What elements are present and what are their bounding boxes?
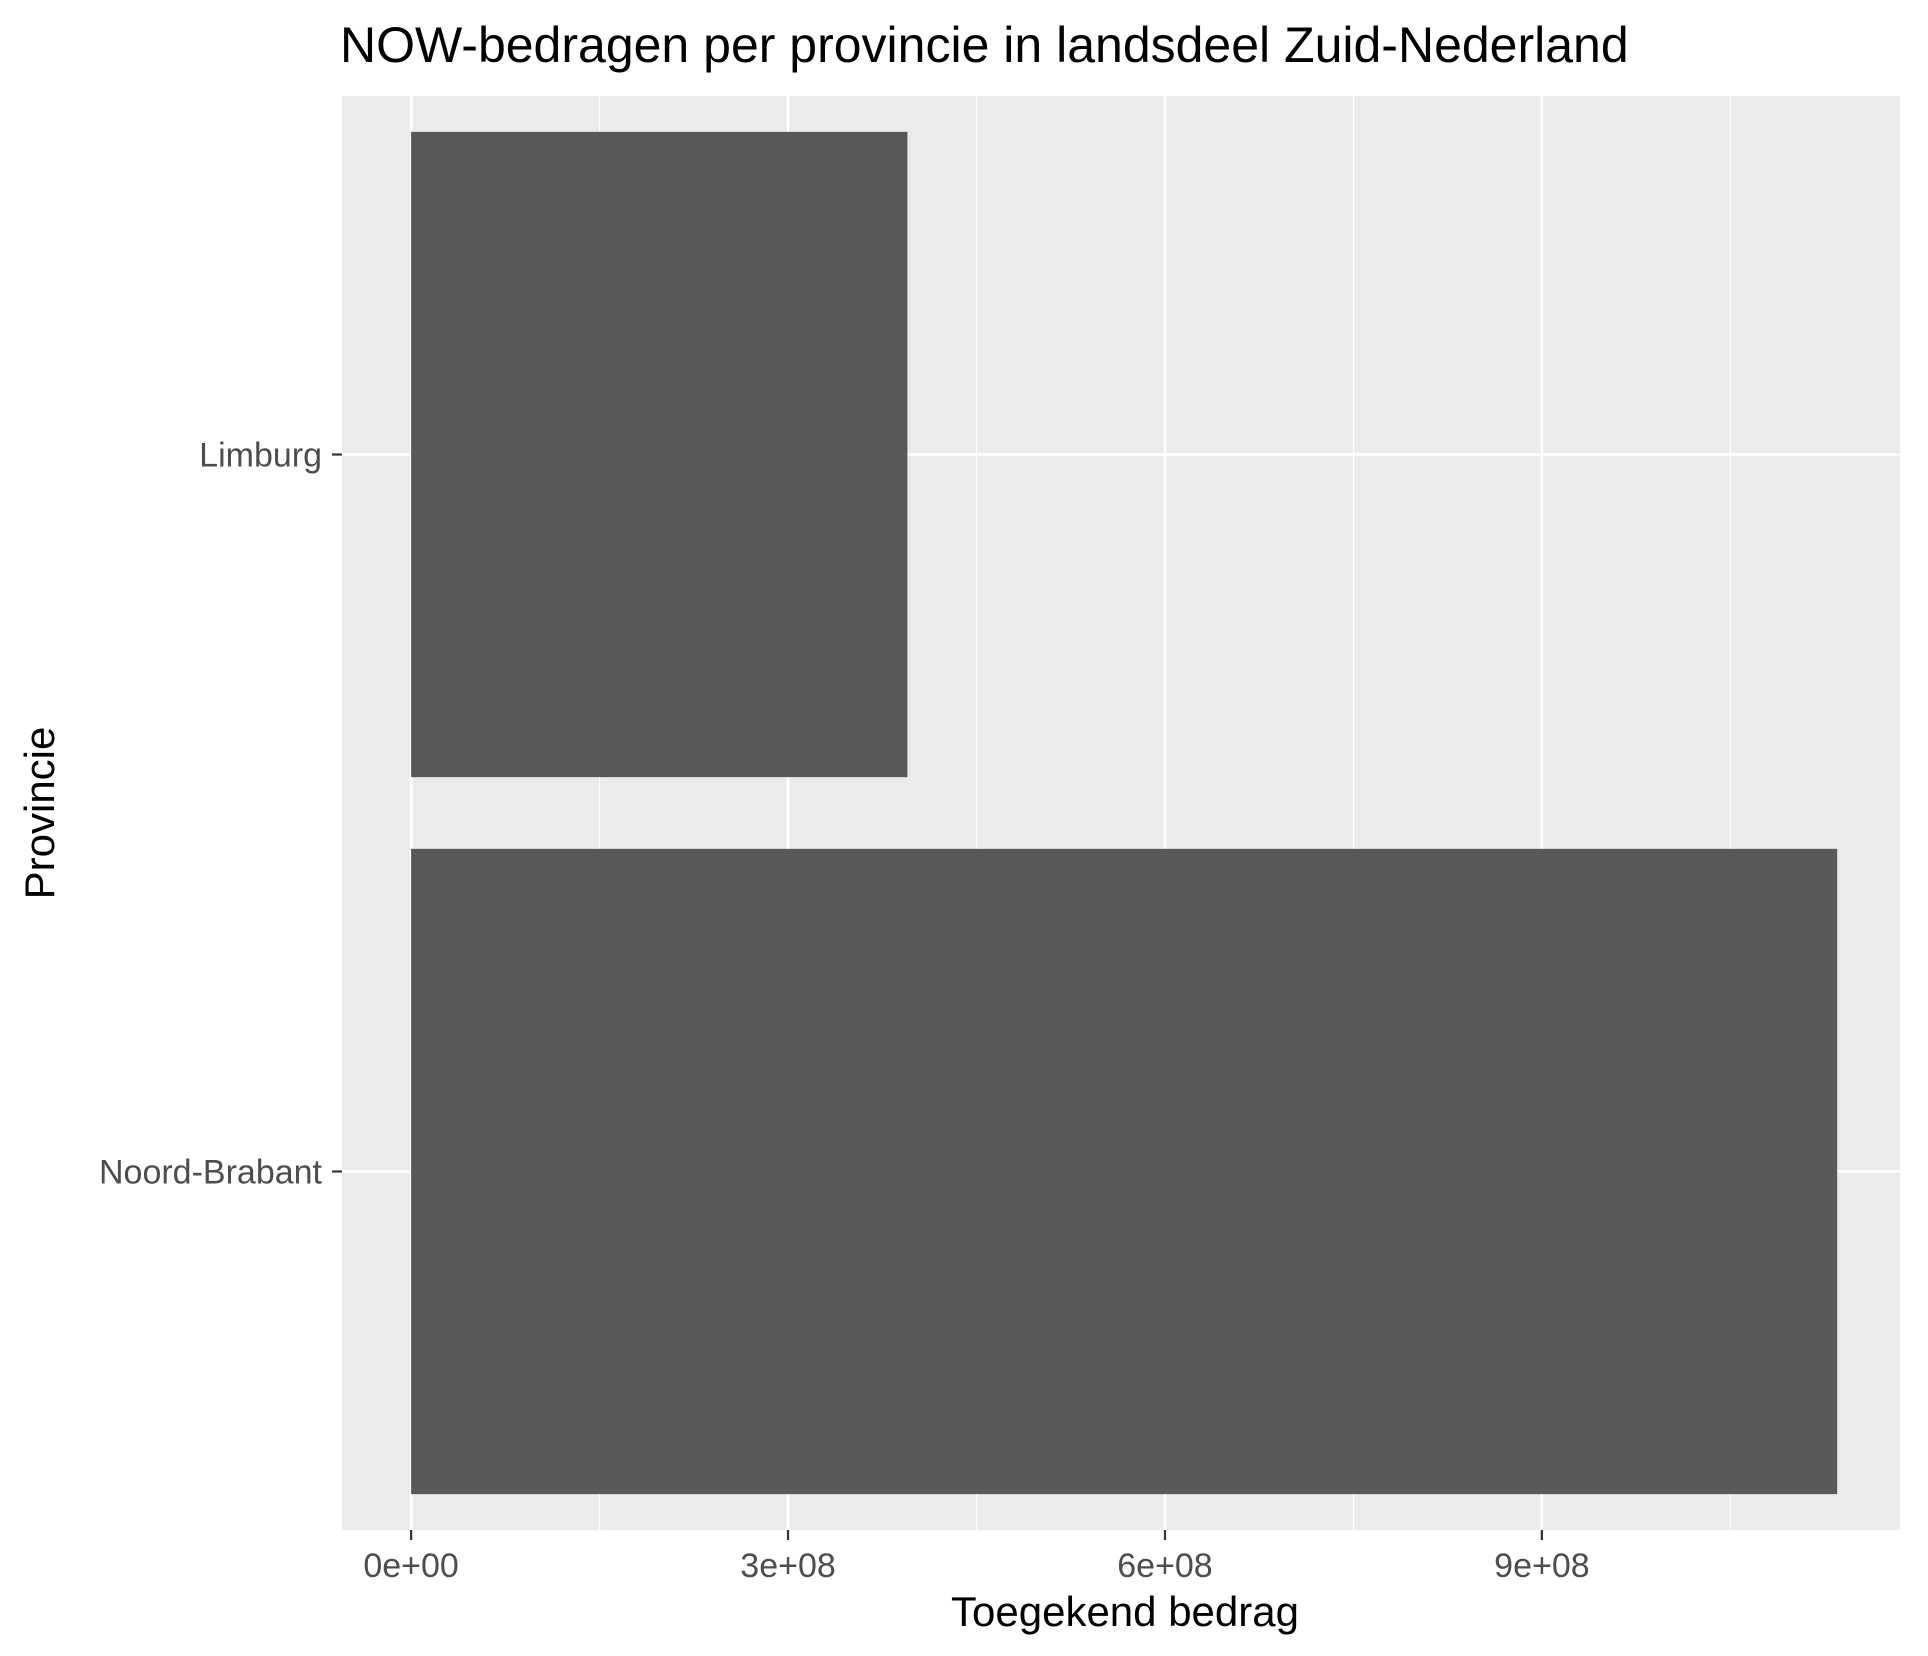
bars xyxy=(411,131,1838,1495)
y-tick-label: Noord-Brabant xyxy=(99,1154,323,1192)
bar xyxy=(411,131,908,778)
chart-title: NOW-bedragen per provincie in landsdeel … xyxy=(340,17,1629,73)
x-tick-label: 3e+08 xyxy=(740,1547,836,1585)
x-tick-label: 6e+08 xyxy=(1117,1547,1213,1585)
y-tick-label: Limburg xyxy=(199,437,322,475)
x-axis-title: Toegekend bedrag xyxy=(951,1588,1299,1635)
y-axis: Noord-Brabant Limburg xyxy=(99,437,342,1192)
x-tick-label: 0e+00 xyxy=(363,1547,459,1585)
x-axis: 0e+00 3e+08 6e+08 9e+08 xyxy=(363,1530,1590,1585)
x-tick-label: 9e+08 xyxy=(1494,1547,1590,1585)
bar xyxy=(411,848,1838,1495)
y-axis-title: Provincie xyxy=(16,727,63,900)
